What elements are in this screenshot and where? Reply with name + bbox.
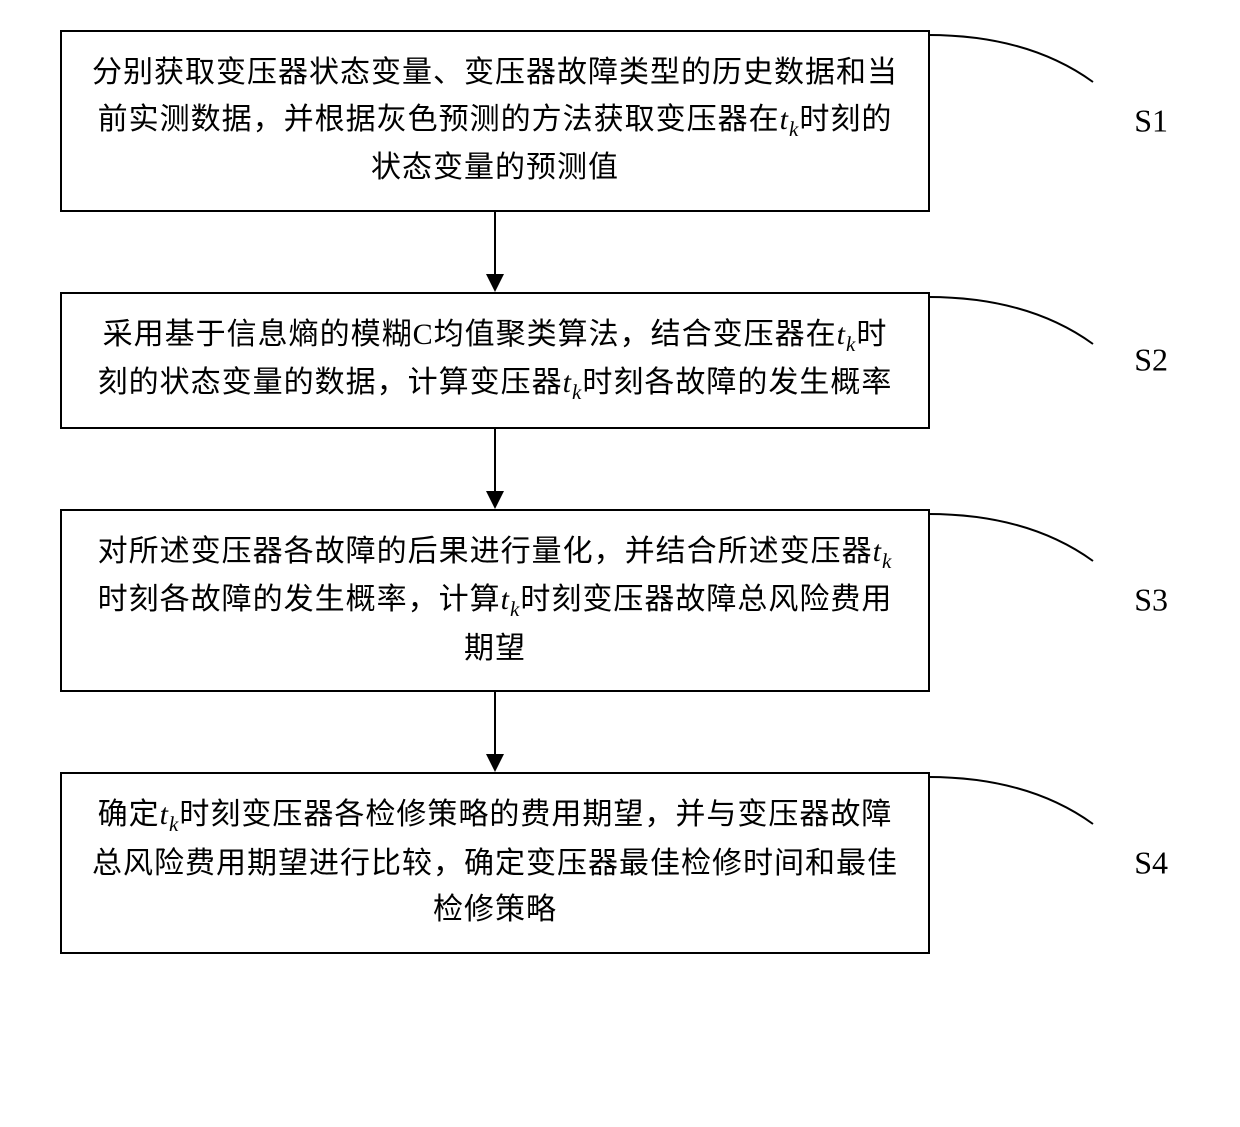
arrow-s1-s2 <box>60 212 930 292</box>
step-box-s2: 采用基于信息熵的模糊C均值聚类算法，结合变压器在tk时刻的状态变量的数据，计算变… <box>60 292 930 429</box>
arrow-head-icon <box>486 754 504 772</box>
step-label-s2: S2 <box>1134 342 1168 379</box>
arrow-s2-s3 <box>60 429 930 509</box>
arrow-line <box>494 212 496 276</box>
connector-curve-s2 <box>928 289 1098 349</box>
step-label-s3: S3 <box>1134 582 1168 619</box>
step-box-s4: 确定tk时刻变压器各检修策略的费用期望，并与变压器故障总风险费用期望进行比较，确… <box>60 772 930 954</box>
step-box-s3: 对所述变压器各故障的后果进行量化，并结合所述变压器tk时刻各故障的发生概率，计算… <box>60 509 930 693</box>
arrow-head-icon <box>486 274 504 292</box>
connector-curve-s3 <box>928 506 1098 566</box>
connector-curve-s1 <box>928 27 1098 87</box>
arrow-line <box>494 692 496 756</box>
flowchart-container: 分别获取变压器状态变量、变压器故障类型的历史数据和当前实测数据，并根据灰色预测的… <box>60 30 1180 954</box>
connector-curve-s4 <box>928 769 1098 829</box>
step-text-s3: 对所述变压器各故障的后果进行量化，并结合所述变压器tk时刻各故障的发生概率，计算… <box>92 529 898 673</box>
step-label-s4: S4 <box>1134 845 1168 882</box>
step-label-s1: S1 <box>1134 102 1168 139</box>
step-text-s1: 分别获取变压器状态变量、变压器故障类型的历史数据和当前实测数据，并根据灰色预测的… <box>92 50 898 192</box>
arrow-s3-s4 <box>60 692 930 772</box>
arrow-head-icon <box>486 491 504 509</box>
step-box-s1: 分别获取变压器状态变量、变压器故障类型的历史数据和当前实测数据，并根据灰色预测的… <box>60 30 930 212</box>
step-text-s4: 确定tk时刻变压器各检修策略的费用期望，并与变压器故障总风险费用期望进行比较，确… <box>92 792 898 934</box>
step-text-s2: 采用基于信息熵的模糊C均值聚类算法，结合变压器在tk时刻的状态变量的数据，计算变… <box>92 312 898 409</box>
arrow-line <box>494 429 496 493</box>
